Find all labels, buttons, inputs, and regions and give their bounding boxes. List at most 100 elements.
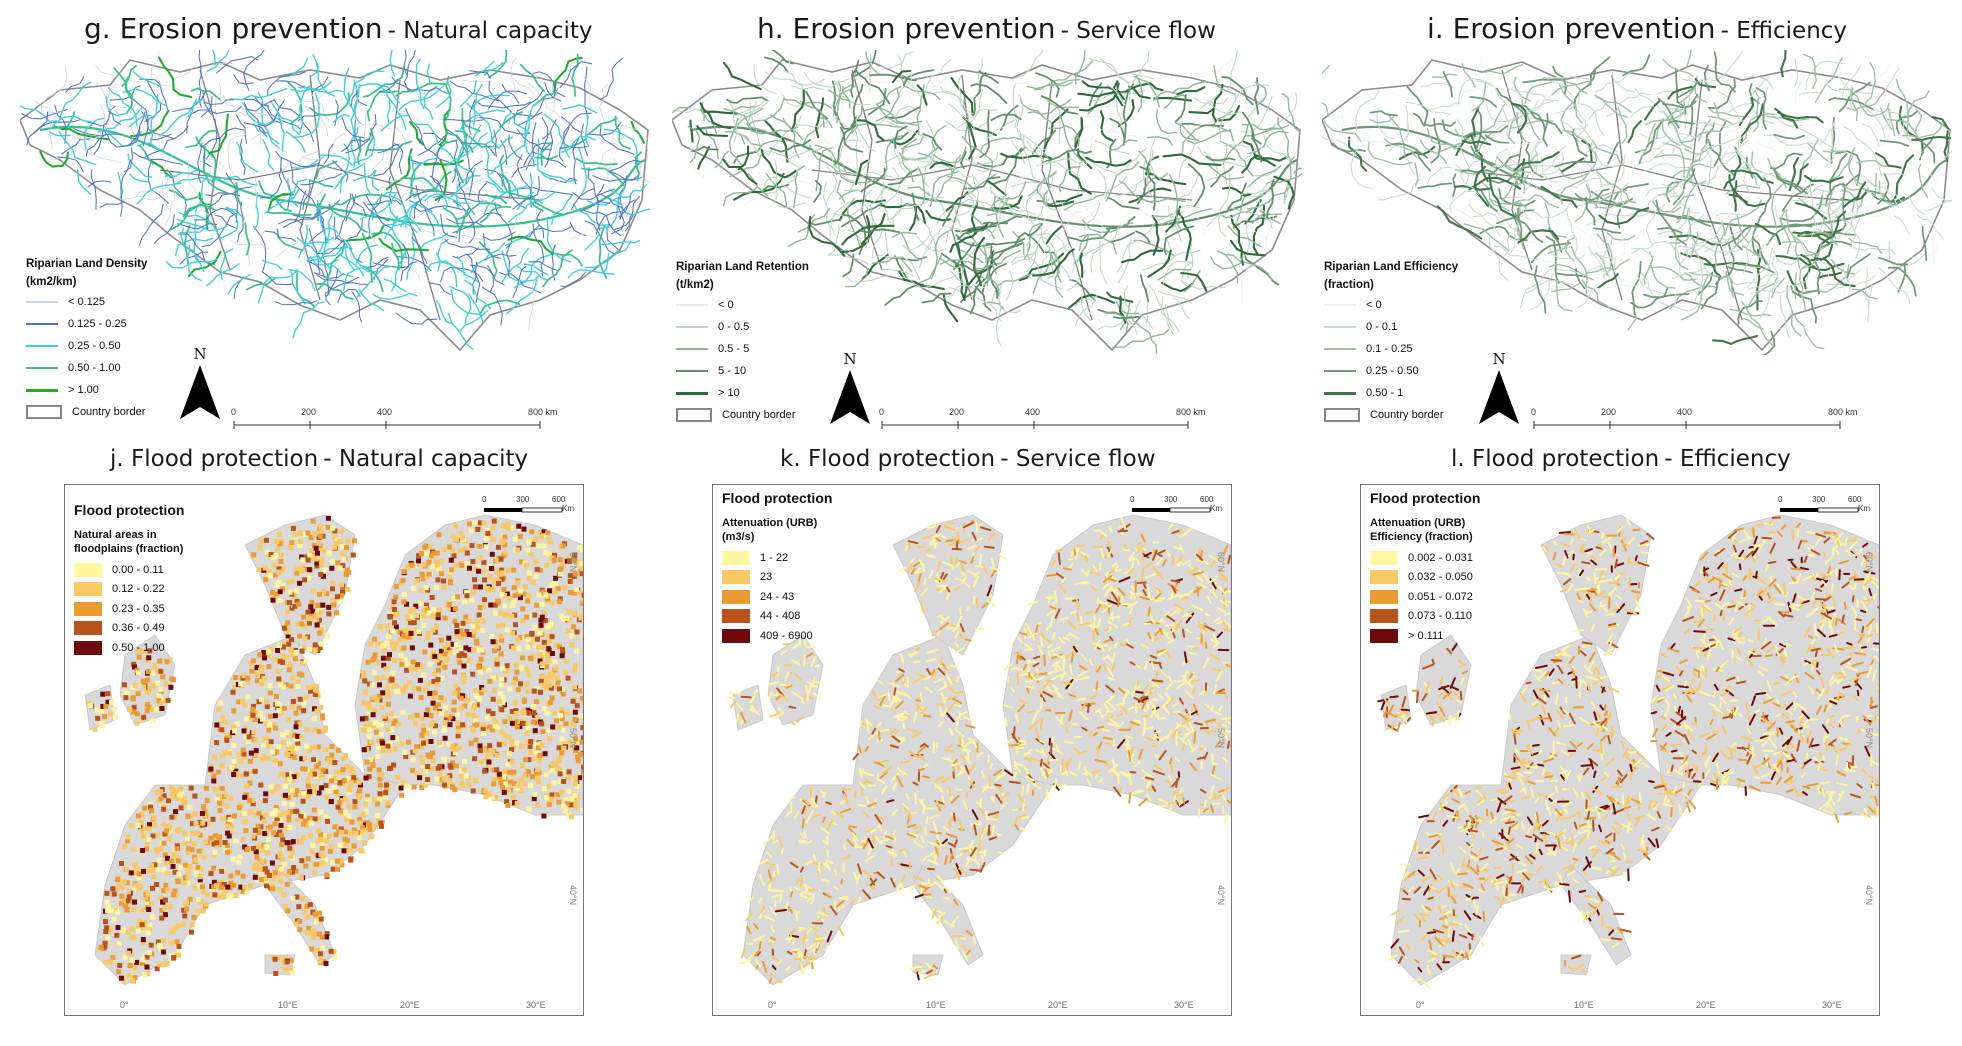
- river-segment: [1792, 235, 1832, 266]
- raster-cell: [330, 859, 336, 865]
- raster-cell: [161, 949, 166, 955]
- panel-g-title: g. Erosion prevention - Natural capacity: [84, 12, 593, 45]
- raster-cell: [214, 722, 220, 728]
- river-segment: [1907, 195, 1926, 215]
- river-segment: [129, 173, 149, 183]
- raster-cell: [307, 815, 313, 821]
- raster-cell: [526, 672, 532, 677]
- river-segment: [875, 89, 900, 122]
- raster-cell: [359, 716, 365, 722]
- raster-cell: [504, 627, 510, 633]
- raster-cell: [135, 670, 141, 676]
- river-segment: [830, 202, 850, 237]
- river-segment: [400, 243, 410, 282]
- raster-cell: [549, 695, 555, 701]
- raster-cell: [408, 620, 413, 625]
- river-segment: [1495, 156, 1531, 174]
- river-segment: [672, 108, 701, 114]
- river-segment: [1137, 312, 1154, 330]
- raster-cell: [485, 749, 491, 755]
- raster-cell: [148, 804, 153, 810]
- raster-cell: [288, 966, 294, 972]
- river-segment: [315, 160, 338, 180]
- raster-cell: [541, 529, 547, 535]
- raster-cell: [305, 609, 311, 615]
- raster-cell: [225, 823, 230, 829]
- raster-cell: [466, 618, 472, 624]
- raster-cell: [289, 790, 295, 796]
- raster-cell: [489, 566, 494, 571]
- floodplain-segment: [1172, 702, 1180, 707]
- legend-swatch: [1324, 348, 1356, 350]
- river-segment: [261, 271, 293, 286]
- raster-cell: [185, 880, 191, 886]
- raster-cell: [145, 690, 151, 696]
- river-segment: [1792, 235, 1801, 269]
- raster-cell: [289, 637, 295, 643]
- raster-cell: [284, 959, 290, 965]
- raster-cell: [349, 819, 355, 825]
- river-segment: [1369, 115, 1395, 124]
- raster-cell: [277, 812, 283, 818]
- raster-cell: [341, 778, 347, 783]
- river-segment: [61, 127, 110, 141]
- river-segment: [1671, 227, 1698, 264]
- floodplain-segment: [1187, 645, 1197, 649]
- raster-cell: [550, 724, 556, 730]
- river-segment: [1206, 214, 1226, 227]
- raster-cell: [492, 776, 498, 782]
- raster-cell: [533, 558, 539, 564]
- river-segment: [599, 84, 608, 124]
- raster-cell: [580, 600, 585, 606]
- river-segment: [1480, 63, 1524, 75]
- raster-cell: [253, 849, 259, 855]
- river-segment: [1387, 113, 1406, 157]
- river-segment: [1643, 259, 1653, 285]
- raster-cell: [334, 866, 340, 872]
- raster-cell: [511, 567, 517, 573]
- raster-cell: [169, 814, 175, 820]
- river-segment: [1322, 64, 1330, 118]
- raster-cell: [182, 830, 187, 836]
- floodplain-segment: [824, 893, 832, 898]
- river-segment: [398, 84, 445, 111]
- raster-cell: [340, 781, 346, 787]
- river-segment: [1010, 170, 1057, 188]
- river-segment: [696, 125, 729, 137]
- floodplain-segment: [814, 932, 821, 940]
- river-segment: [95, 65, 135, 82]
- raster-cell: [413, 665, 419, 671]
- river-segment: [1614, 74, 1645, 112]
- floodplain-segment: [1209, 729, 1217, 733]
- raster-cell: [287, 825, 293, 830]
- floodplain-segment: [949, 623, 957, 629]
- river-segment: [1196, 59, 1233, 85]
- river-segment: [1115, 301, 1140, 315]
- raster-cell: [424, 730, 430, 736]
- raster-cell: [466, 775, 472, 781]
- raster-cell: [263, 721, 269, 727]
- raster-cell: [343, 842, 349, 848]
- raster-cell: [304, 914, 310, 920]
- raster-cell: [532, 728, 538, 734]
- raster-cell: [348, 830, 354, 836]
- river-segment: [965, 118, 977, 160]
- raster-cell: [282, 967, 288, 973]
- river-segment: [1724, 199, 1763, 237]
- river-segment: [990, 113, 1022, 122]
- raster-cell: [165, 697, 171, 703]
- river-segment: [1187, 242, 1194, 280]
- raster-cell: [414, 712, 420, 718]
- floodplain-segment: [786, 684, 793, 689]
- river-segment: [1816, 196, 1844, 206]
- river-segment: [1755, 87, 1767, 130]
- river-segment: [1662, 142, 1685, 178]
- river-segment: [699, 102, 732, 130]
- raster-cell: [366, 774, 372, 780]
- river-segment: [1212, 110, 1233, 128]
- raster-cell: [406, 739, 411, 745]
- raster-cell: [385, 690, 391, 695]
- raster-cell: [410, 606, 416, 612]
- floodplain-segment: [1135, 547, 1139, 554]
- floodplain-segment: [1079, 615, 1083, 626]
